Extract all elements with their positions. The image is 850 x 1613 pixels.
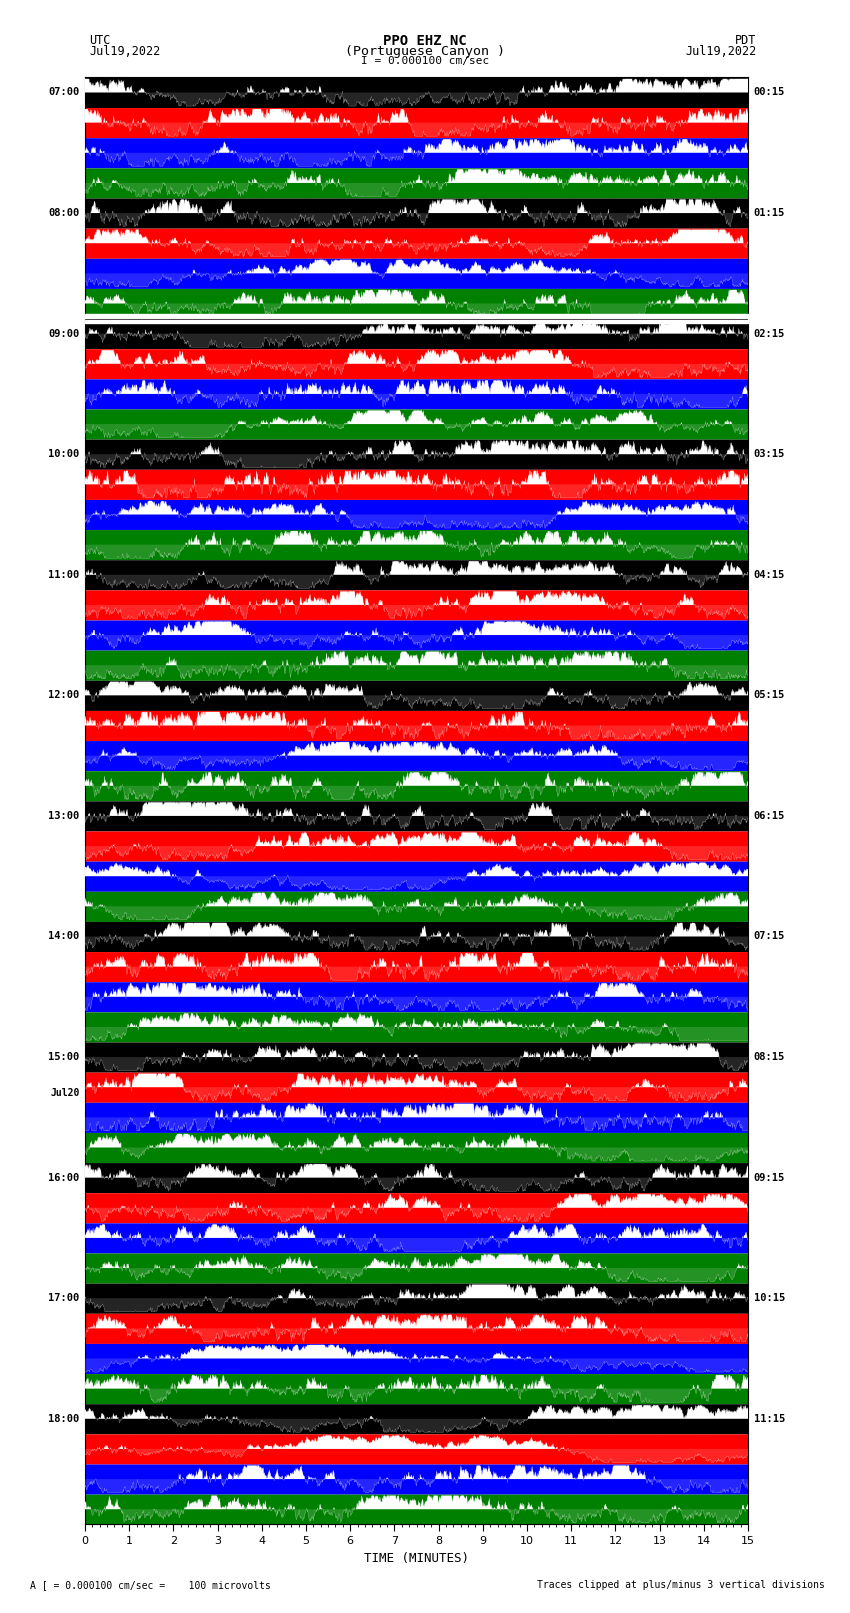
Text: 08:15: 08:15 [754,1052,785,1061]
Text: 17:00: 17:00 [48,1294,79,1303]
Text: UTC: UTC [89,34,110,47]
Text: 03:15: 03:15 [754,448,785,460]
Text: Jul19,2022: Jul19,2022 [89,45,161,58]
Text: 08:00: 08:00 [48,208,79,218]
Text: I = 0.000100 cm/sec: I = 0.000100 cm/sec [361,56,489,66]
Text: 07:15: 07:15 [754,931,785,942]
Text: 10:15: 10:15 [754,1294,785,1303]
Text: (Portuguese Canyon ): (Portuguese Canyon ) [345,45,505,58]
Text: 01:15: 01:15 [754,208,785,218]
Text: 10:00: 10:00 [48,448,79,460]
X-axis label: TIME (MINUTES): TIME (MINUTES) [364,1552,469,1565]
Text: 00:15: 00:15 [754,87,785,97]
Text: 15:00: 15:00 [48,1052,79,1061]
Text: 11:00: 11:00 [48,569,79,579]
Text: 18:00: 18:00 [48,1413,79,1424]
Text: 13:00: 13:00 [48,811,79,821]
Text: Jul19,2022: Jul19,2022 [685,45,756,58]
Text: PPO EHZ NC: PPO EHZ NC [383,34,467,48]
Text: 02:15: 02:15 [754,329,785,339]
Text: 04:15: 04:15 [754,569,785,579]
Text: PDT: PDT [735,34,756,47]
Text: 16:00: 16:00 [48,1173,79,1182]
Text: 09:00: 09:00 [48,329,79,339]
Text: Jul20: Jul20 [50,1089,79,1098]
Text: 14:00: 14:00 [48,931,79,942]
Text: Traces clipped at plus/minus 3 vertical divisions: Traces clipped at plus/minus 3 vertical … [536,1581,824,1590]
Text: 12:00: 12:00 [48,690,79,700]
Text: 09:15: 09:15 [754,1173,785,1182]
Text: 05:15: 05:15 [754,690,785,700]
Text: A [ = 0.000100 cm/sec =    100 microvolts: A [ = 0.000100 cm/sec = 100 microvolts [30,1581,270,1590]
Text: 11:15: 11:15 [754,1413,785,1424]
Text: 07:00: 07:00 [48,87,79,97]
Text: 06:15: 06:15 [754,811,785,821]
